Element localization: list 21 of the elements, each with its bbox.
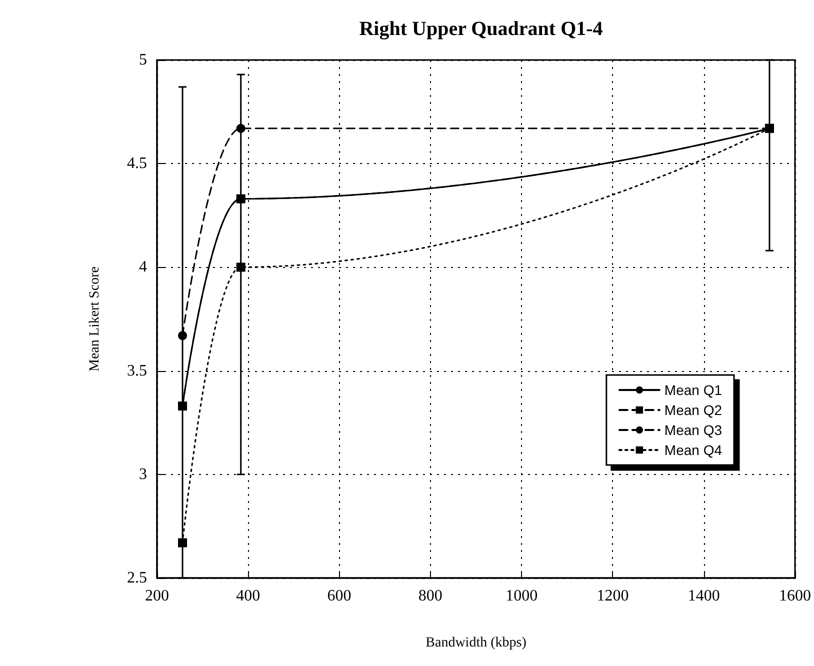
legend-label: Mean Q1 [664,382,722,398]
y-tick-label: 3 [139,466,147,483]
x-tick-label: 1200 [596,588,629,604]
y-tick-label: 4.5 [127,155,147,172]
y-tick-label: 4 [139,258,147,276]
x-tick-label: 800 [418,588,442,604]
y-axis-title: Mean Likert Score [88,266,102,372]
x-tick-label: 1600 [779,588,811,604]
x-axis-title: Bandwidth (kbps) [426,636,527,650]
legend-label: Mean Q3 [664,422,722,438]
y-tick-label: 5 [139,52,147,68]
x-tick-label: 1400 [688,588,720,604]
chart-title: Right Upper Quadrant Q1-4 [359,18,603,40]
x-tick-label: 400 [236,588,260,604]
y-tick-label: 2.5 [127,570,147,586]
legend-label: Mean Q4 [664,442,722,458]
x-tick-label: 1000 [506,588,538,604]
x-tick-label: 600 [327,588,352,604]
x-tick-label: 200 [145,588,169,604]
legend-label: Mean Q2 [664,402,722,418]
y-tick-label: 3.5 [127,362,147,380]
